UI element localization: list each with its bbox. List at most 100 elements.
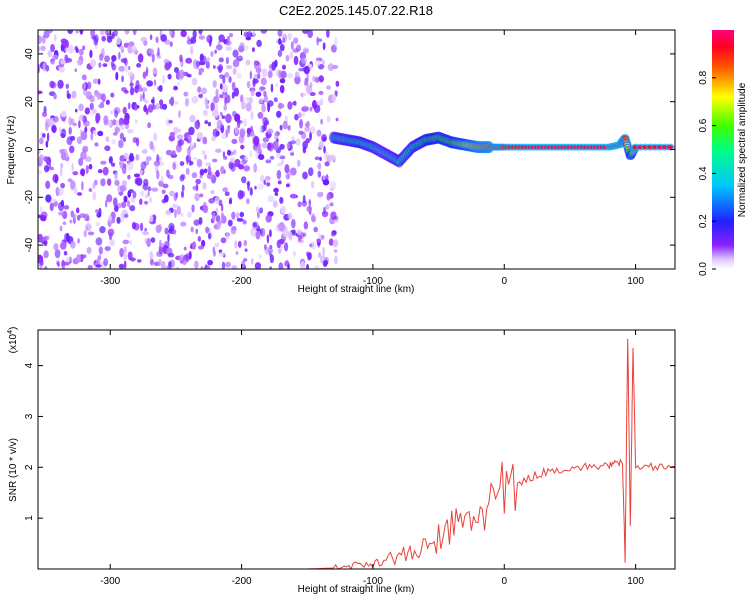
noise-cell — [109, 239, 115, 247]
noise-cell — [179, 254, 183, 262]
noise-cell — [210, 102, 215, 112]
noise-cell — [129, 205, 136, 212]
snr-panel: -300 -200 -100 0 100 1 2 3 4 Height of straight … — [7, 327, 676, 595]
noise-cell — [166, 169, 170, 178]
noise-cell — [222, 74, 226, 84]
noise-cell — [310, 126, 316, 135]
noise-cell — [144, 200, 149, 205]
noise-cell — [326, 193, 331, 201]
noise-cell — [274, 131, 279, 141]
noise-cell — [222, 187, 228, 193]
noise-cell — [210, 50, 214, 57]
noise-cell — [126, 160, 134, 171]
noise-cell — [124, 213, 129, 218]
noise-cell — [153, 79, 157, 86]
noise-cell — [69, 135, 76, 141]
noise-cell — [139, 169, 143, 175]
noise-cell — [95, 264, 102, 268]
noise-cell — [195, 228, 199, 235]
noise-cell — [270, 83, 274, 93]
noise-cell — [208, 198, 215, 204]
noise-cell — [114, 205, 119, 212]
noise-cell — [289, 140, 297, 145]
noise-cell — [207, 165, 212, 176]
noise-cell — [329, 202, 334, 207]
noise-cell — [76, 136, 83, 145]
noise-cell — [187, 36, 190, 42]
noise-cell — [195, 183, 199, 192]
noise-cell — [168, 134, 175, 142]
noise-cell — [155, 224, 162, 234]
heatmap-xtick-label: 100 — [627, 276, 644, 287]
noise-cell — [293, 55, 299, 66]
noise-cell — [265, 159, 272, 164]
noise-cell — [132, 30, 137, 36]
noise-cell — [178, 128, 182, 133]
noise-cell — [179, 161, 185, 166]
noise-cell — [137, 53, 144, 63]
noise-cell — [303, 65, 310, 75]
noise-cell — [47, 50, 53, 58]
noise-cell — [130, 80, 133, 89]
noise-cell — [160, 175, 164, 184]
noise-cell — [63, 250, 68, 256]
noise-cell — [156, 170, 160, 180]
noise-cell — [122, 118, 130, 126]
noise-cell — [333, 249, 338, 253]
noise-cell — [251, 30, 256, 36]
noise-cell — [164, 227, 169, 235]
noise-cell — [257, 111, 264, 119]
noise-cell — [250, 125, 253, 132]
noise-cell — [42, 62, 46, 72]
noise-cell — [97, 78, 101, 85]
noise-cell — [222, 151, 226, 158]
snr-ytick-label: 4 — [24, 362, 35, 368]
noise-cell — [295, 138, 301, 146]
noise-cell — [302, 105, 309, 113]
noise-cell — [122, 137, 126, 143]
noise-cell — [256, 39, 262, 47]
noise-cell — [157, 54, 162, 60]
noise-cell — [46, 30, 53, 34]
noise-cell — [188, 126, 195, 136]
noise-cell — [107, 228, 115, 237]
noise-cell — [84, 126, 88, 133]
noise-cell — [252, 222, 258, 228]
noise-cell — [229, 32, 234, 38]
noise-cell — [206, 173, 213, 180]
noise-cell — [118, 263, 125, 269]
noise-cell — [127, 129, 134, 134]
noise-cell — [60, 151, 67, 161]
noise-cell — [161, 189, 166, 194]
noise-cell — [43, 164, 50, 173]
noise-cell — [204, 154, 207, 160]
noise-cell — [222, 83, 229, 93]
noise-cell — [176, 266, 179, 269]
noise-cell — [53, 243, 59, 251]
noise-cell — [325, 204, 330, 211]
noise-cell — [149, 140, 154, 150]
noise-cell — [313, 226, 318, 233]
noise-cell — [147, 190, 150, 197]
noise-cell — [180, 30, 187, 38]
noise-cell — [316, 129, 322, 137]
noise-cell — [286, 183, 290, 188]
noise-cell — [38, 154, 44, 162]
noise-cell — [62, 221, 67, 226]
noise-cell — [67, 30, 74, 35]
noise-cell — [218, 251, 226, 257]
noise-cell — [200, 169, 205, 176]
noise-cell — [119, 160, 123, 170]
noise-cell — [198, 217, 203, 225]
noise-cell — [128, 41, 135, 47]
noise-cell — [303, 221, 309, 230]
noise-cell — [78, 120, 81, 129]
noise-cell — [264, 244, 267, 250]
noise-cell — [188, 250, 192, 260]
noise-cell — [213, 95, 220, 103]
noise-cell — [144, 227, 147, 232]
noise-cell — [293, 37, 299, 44]
noise-cell — [134, 119, 138, 124]
noise-cell — [243, 165, 251, 172]
noise-cell — [202, 136, 208, 145]
